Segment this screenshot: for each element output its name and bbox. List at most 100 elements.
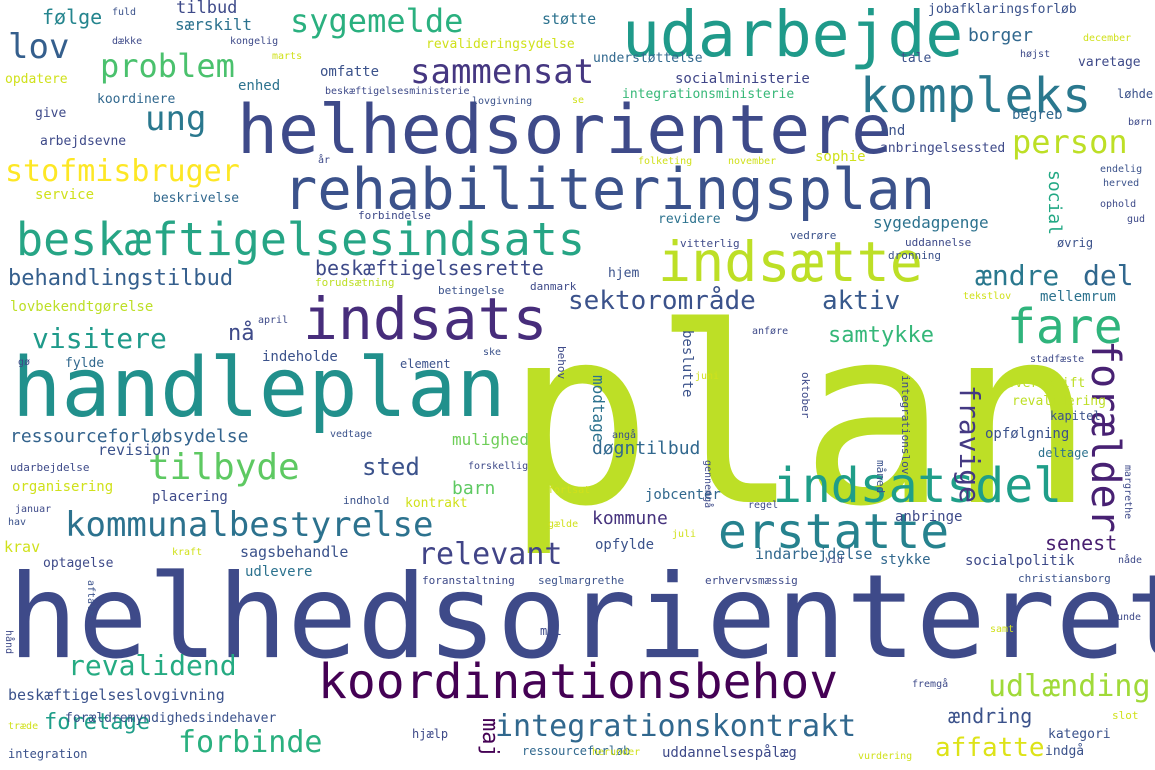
word: integration [8,747,88,761]
word: angå [612,430,637,441]
word: stadfæste [1030,354,1085,365]
word: aktiv [822,286,901,316]
word: gud [1127,214,1146,225]
word: indgå [1045,744,1085,759]
word: opfylde [595,537,655,553]
word: opdatere [5,72,68,87]
word: november [728,156,777,167]
word: fuld [112,7,137,18]
word: forælder [1082,340,1128,533]
word: juni [695,371,720,382]
word: problem [100,47,235,85]
word: lovgivning [472,96,533,107]
word: revision [98,441,171,459]
word: socialpolitik [965,553,1075,569]
word: særskilt [175,15,253,34]
word: ressourceforløbsydelse [10,426,249,447]
word: dronning [888,249,941,262]
word: kommunalbestyrelse [65,505,434,545]
word: foranstaltning [422,574,515,587]
word: indsats [303,285,548,353]
word: samt [990,624,1015,635]
word: ressourceforløb [522,744,631,758]
word: relevant [418,537,563,572]
word: udlevere [245,564,313,580]
word: sygedagpenge [873,213,989,232]
word: koordinationsbehov [318,654,839,710]
word: borger [968,25,1034,46]
word: revidere [658,212,721,227]
word: nå [228,321,255,346]
word: kontrakt [405,496,468,511]
word: varetage [1078,55,1141,70]
word: optagelse [43,556,114,571]
word: rehabiliteringsplan [283,157,936,223]
word: overskrift [1007,376,1086,391]
word: juli [672,529,697,540]
word: april [258,315,289,326]
word: lov [8,27,70,67]
word: uddannelse [905,236,972,249]
word: slot [1112,709,1139,722]
word: indarbejdelse [755,545,873,563]
word: forbindelse [358,209,431,222]
word: give [35,106,67,121]
word: sophie [815,149,866,165]
word: anbringe [895,509,963,525]
word: beskæftigelseslovgivning [8,686,225,704]
word: ske [483,347,502,358]
word: sektorområde [568,286,756,316]
word: person [1012,123,1128,161]
word: højst [1020,49,1051,60]
word: arbejdsevne [40,134,127,149]
word: januar [15,504,52,515]
word: behandlingstilbud [8,266,234,291]
word: jobcenter [645,487,721,503]
word: tale [900,51,932,66]
word: tilbyde [148,447,300,488]
word: danmark [530,280,577,293]
word: revalidend [68,649,237,682]
word: barn [452,478,496,499]
word: vitterlig [680,237,740,250]
word: vedtage [330,429,373,440]
word: måned [874,460,887,494]
word: unde [1117,612,1142,623]
word: beskæftigelsesrette [315,256,544,280]
word: indhold [343,494,390,507]
word: forskellig [468,461,529,472]
word: udarbejdelse [10,461,90,474]
word: deltage [1038,446,1089,460]
word: herved [1103,178,1140,189]
word: fortsat [548,485,591,496]
word: fremgå [912,679,949,690]
word: plan [505,275,1096,560]
word: del [1083,259,1134,292]
word: forbinde [178,725,323,760]
word: foretage [44,710,150,735]
word: fravige [953,385,986,504]
word: indsætte [658,230,923,294]
word: ændring [948,704,1033,728]
word: hjælp [412,727,449,741]
word: jobafklaringsforløb [928,2,1077,17]
word: mellemrum [1040,289,1116,305]
word: kraft [172,547,203,558]
word: omfatte [320,64,380,80]
word: udlænding [988,669,1151,704]
word: revalideringsydelse [426,37,575,52]
word: beskæftigelsesindsats [16,213,585,266]
word: anbringelsessted [880,141,1006,156]
word: placering [152,489,228,505]
word: øvrig [1057,236,1094,250]
word: vurdering [858,751,913,762]
word: kompleks [860,68,1092,124]
word: dække [112,36,143,47]
word: gø [18,357,31,368]
word: revalidering [1012,394,1106,409]
word: uddannelsespålæg [662,745,797,761]
word: hånd [3,630,14,655]
word: krav [4,538,41,556]
word: døgntilbud [592,438,701,459]
